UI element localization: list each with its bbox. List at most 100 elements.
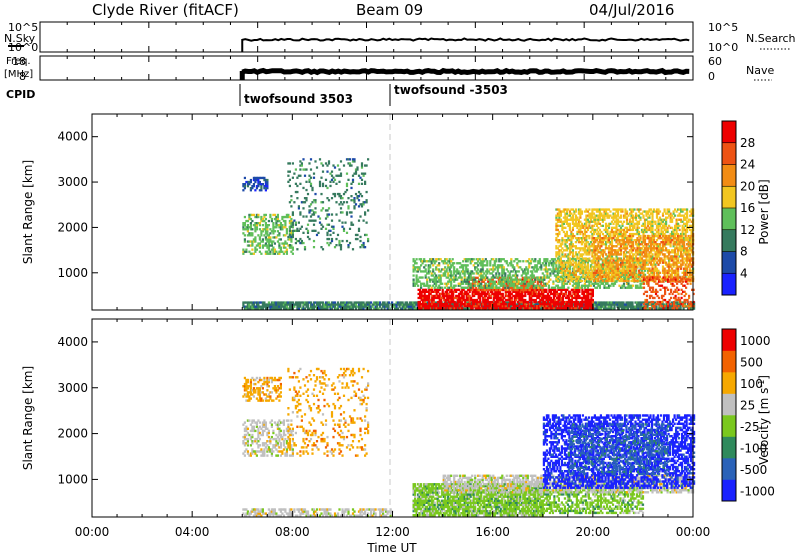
- power-cell-r4: [263, 244, 266, 247]
- power-cell-r0: [308, 301, 311, 304]
- power-cell-r6: [332, 192, 335, 196]
- power-cell-r0: [595, 305, 598, 308]
- power-cell-r3: [529, 282, 532, 285]
- power-cell-r1: [425, 305, 428, 308]
- power-cell-r1: [531, 298, 534, 302]
- power-cell-r2: [539, 282, 542, 286]
- power-cell-r0: [605, 303, 609, 306]
- power-cell-r1: [530, 303, 533, 306]
- power-cell-r5: [245, 180, 248, 184]
- power-cell-r3: [465, 280, 468, 283]
- power-cell-r0: [335, 303, 338, 306]
- power-cell-r3: [543, 264, 546, 267]
- power-cell-r7: [588, 251, 591, 254]
- power-cell-r0: [273, 303, 276, 306]
- power-cell-r7: [565, 234, 568, 238]
- power-cell-r1: [564, 307, 567, 310]
- power-cell-r1: [548, 307, 551, 310]
- power-cell-r3: [510, 260, 513, 263]
- power-cell-r1: [518, 303, 521, 306]
- power-cell-r1: [474, 307, 477, 310]
- power-cell-r7: [601, 267, 604, 270]
- power-cell-r1: [438, 307, 441, 310]
- power-cell-r7: [562, 263, 565, 266]
- power-cell-r6: [318, 180, 322, 183]
- power-cell-r3: [481, 266, 484, 269]
- power-cell-r3: [549, 274, 552, 277]
- power-cell-r4: [290, 234, 293, 237]
- power-cell-r1: [578, 307, 581, 310]
- power-cell-r6: [297, 239, 300, 243]
- power-cell-r6: [318, 217, 322, 220]
- power-cell-r6: [311, 186, 314, 190]
- power-cell-r3: [568, 266, 571, 269]
- power-cell-r3: [558, 260, 561, 263]
- power-cell-r0: [342, 303, 346, 306]
- power-cell-r4: [275, 226, 278, 229]
- power-cell-r7: [591, 243, 594, 246]
- power-cell-r0: [260, 301, 263, 304]
- power-cell-r7: [600, 267, 603, 270]
- power-cell-r3: [622, 262, 626, 265]
- power-cell-r6: [341, 239, 344, 243]
- power-cell-r3: [466, 258, 469, 261]
- power-cell-r7: [562, 249, 565, 252]
- power-cell-r7: [559, 263, 562, 266]
- beam-title: Beam 09: [356, 1, 423, 19]
- power-cell-r7: [565, 247, 568, 250]
- power-cell-r7: [561, 269, 564, 272]
- power-cell-r7: [580, 263, 583, 266]
- power-cell-r3: [465, 286, 468, 289]
- power-cell-r7: [588, 257, 591, 260]
- power-cell-r0: [505, 301, 508, 304]
- power-cell-r6: [303, 248, 307, 251]
- power-cell-r1: [587, 294, 590, 298]
- power-cell-r6: [339, 244, 343, 247]
- power-cell-r3: [492, 266, 495, 269]
- power-cell-r3: [460, 276, 463, 279]
- power-cell-r1: [530, 296, 533, 300]
- power-cell-r6: [351, 223, 355, 226]
- power-cell-r7: [607, 222, 611, 225]
- power-cell-r1: [513, 303, 516, 306]
- power-cell-r1: [533, 307, 536, 310]
- power-cell-r0: [605, 301, 609, 304]
- power-cell-r1: [446, 288, 449, 291]
- power-cell-r1: [507, 307, 510, 310]
- power-cell-r1: [494, 300, 497, 304]
- power-cell-r3: [475, 272, 478, 275]
- power-cell-r3: [577, 284, 580, 287]
- power-cell-r5: [242, 185, 245, 188]
- power-cell-r4: [291, 232, 294, 235]
- power-cell-r4: [251, 234, 254, 237]
- power-cell-r3: [501, 268, 504, 271]
- power-cell-r3: [571, 276, 574, 279]
- power-cell-r3: [511, 278, 514, 281]
- power-cell-r3: [469, 270, 472, 273]
- power-cell-r0: [607, 307, 610, 310]
- power-cell-r0: [620, 305, 624, 308]
- power-cell-r3: [568, 264, 571, 267]
- power-cell-r7: [591, 253, 594, 256]
- power-cell-r6: [345, 172, 349, 175]
- power-cell-r3: [457, 282, 460, 285]
- power-cell-r3: [507, 286, 510, 289]
- power-cell-r3: [510, 278, 513, 281]
- power-cell-r4: [252, 238, 255, 241]
- power-cell-r6: [315, 166, 319, 169]
- power-cell-r3: [475, 280, 478, 283]
- power-cell-r6: [306, 235, 310, 239]
- power-cell-r3: [420, 286, 423, 289]
- power-cell-r7: [616, 212, 620, 215]
- power-cell-r3: [435, 260, 438, 263]
- power-cell-r5: [263, 187, 266, 190]
- power-cell-r4: [264, 228, 267, 231]
- power-cell-r0: [344, 307, 347, 310]
- power-cell-r7: [622, 271, 626, 274]
- power-cell-r6: [326, 233, 329, 237]
- power-cell-r3: [429, 258, 432, 261]
- power-cell-r7: [616, 277, 620, 281]
- power-cell-r7: [565, 210, 568, 213]
- power-cell-r3: [486, 268, 489, 271]
- power-cell-r0: [632, 305, 636, 308]
